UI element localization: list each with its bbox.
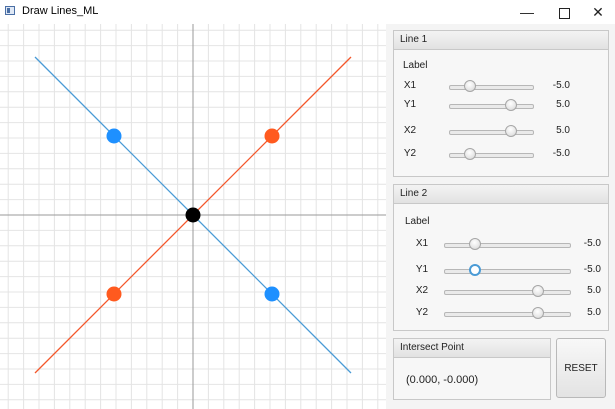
maximize-button[interactable] <box>547 0 581 24</box>
slider-label: Y2 <box>403 148 417 159</box>
slider-label: X2 <box>403 125 417 136</box>
slider-thumb[interactable] <box>469 238 482 250</box>
graph-canvas[interactable] <box>0 24 386 409</box>
line2-slider-row-x1: X1 -5.0 <box>394 236 608 252</box>
slider-value: -5.0 <box>583 238 601 249</box>
slider-thumb[interactable] <box>463 148 476 160</box>
slider-label: X2 <box>415 285 429 296</box>
slider-value: 5.0 <box>587 307 601 318</box>
slider-thumb[interactable] <box>469 264 482 276</box>
intersect-panel: Intersect Point (0.000, -0.000) <box>393 338 551 400</box>
line1-handle-2[interactable] <box>264 128 280 144</box>
minimize-button[interactable]: — <box>520 4 534 20</box>
slider-track[interactable] <box>444 312 571 317</box>
line1-label: Label <box>403 60 428 71</box>
window-title: Draw Lines_ML <box>22 5 99 17</box>
slider-track[interactable] <box>449 104 534 109</box>
intersect-value: (0.000, -0.000) <box>406 374 479 386</box>
line1-slider-row-y2: Y2 -5.0 <box>394 146 608 162</box>
graph-svg <box>0 24 386 409</box>
line1-panel: Line 1 Label X1 -5.0 Y1 5.0 X2 5.0 Y2 -5.0 <box>393 30 609 177</box>
slider-value: -5.0 <box>552 148 570 159</box>
slider-thumb[interactable] <box>531 307 544 319</box>
line2-slider-row-x2: X2 5.0 <box>394 283 608 299</box>
intersect-point <box>185 207 201 223</box>
close-button[interactable]: ✕ <box>592 4 604 20</box>
line1-slider-row-x2: X2 5.0 <box>394 123 608 139</box>
line2-handle-2[interactable] <box>264 286 280 302</box>
slider-value: -5.0 <box>583 264 601 275</box>
slider-thumb[interactable] <box>463 80 476 92</box>
slider-track[interactable] <box>444 269 571 274</box>
line2-handle-1[interactable] <box>106 128 122 144</box>
slider-label: Y2 <box>415 307 429 318</box>
slider-track[interactable] <box>449 130 534 135</box>
slider-thumb[interactable] <box>505 99 518 111</box>
slider-value: 5.0 <box>556 99 570 110</box>
line2-panel-title: Line 2 <box>394 185 608 204</box>
line2-slider-row-y2: Y2 5.0 <box>394 305 608 321</box>
line2-slider-row-y1: Y1 -5.0 <box>394 262 608 278</box>
maximize-icon <box>558 7 570 19</box>
line1-slider-row-x1: X1 -5.0 <box>394 78 608 94</box>
slider-label: Y1 <box>415 264 429 275</box>
slider-track[interactable] <box>449 85 534 90</box>
slider-label: Y1 <box>403 99 417 110</box>
slider-thumb[interactable] <box>531 285 544 297</box>
slider-label: X1 <box>415 238 429 249</box>
slider-track[interactable] <box>444 243 571 248</box>
slider-value: 5.0 <box>556 125 570 136</box>
app-icon <box>5 6 15 15</box>
slider-track[interactable] <box>449 153 534 158</box>
intersect-panel-title: Intersect Point <box>394 339 550 358</box>
line1-handle-1[interactable] <box>106 286 122 302</box>
title-bar: Draw Lines_ML — ✕ <box>0 0 615 24</box>
reset-button[interactable]: RESET <box>556 338 606 398</box>
slider-thumb[interactable] <box>505 125 518 137</box>
slider-track[interactable] <box>444 290 571 295</box>
line2-panel: Line 2 Label X1 -5.0 Y1 -5.0 X2 5.0 Y2 5.0 <box>393 184 609 331</box>
slider-value: -5.0 <box>552 80 570 91</box>
line1-slider-row-y1: Y1 5.0 <box>394 97 608 113</box>
line1-panel-title: Line 1 <box>394 31 608 50</box>
line2-label: Label <box>405 216 430 227</box>
slider-value: 5.0 <box>587 285 601 296</box>
slider-label: X1 <box>403 80 417 91</box>
